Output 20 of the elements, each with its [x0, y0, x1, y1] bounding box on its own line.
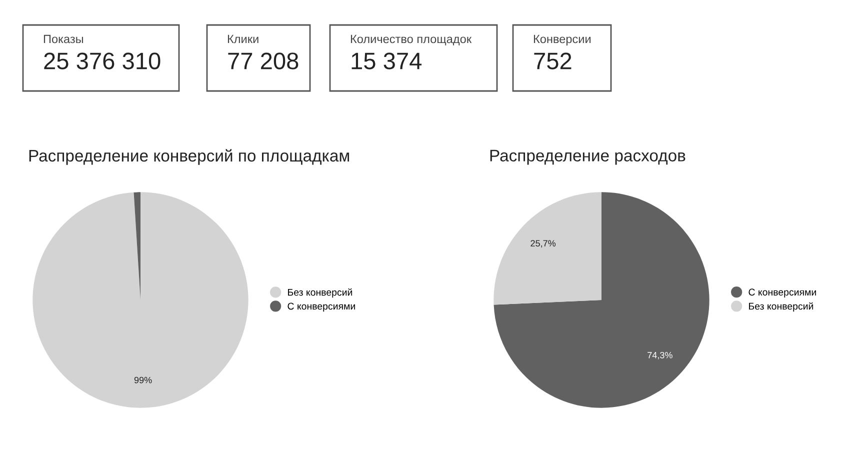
text: 15 374: [352, 52, 422, 70]
text: 77 208: [228, 52, 298, 70]
data-label: 99%: [134, 376, 152, 384]
text: Показы: [44, 34, 83, 44]
chart-title: Распределение расходов: [490, 150, 686, 165]
pie-slice: [494, 192, 602, 305]
chart-title: Распределение конверсий по площадкам: [29, 149, 350, 165]
legend-label: Без конверсий: [749, 302, 814, 312]
pie-slice: [494, 192, 710, 408]
text: Конверсии: [534, 34, 591, 46]
text: 25 376 310: [44, 52, 160, 70]
text: Клики: [228, 34, 258, 44]
legend-label: С конверсиями: [288, 302, 355, 312]
legend-label: Без конверсий: [288, 288, 352, 298]
pie-slice: [32, 192, 248, 408]
text: Количество площадок: [350, 34, 472, 46]
data-label: 25,7%: [530, 240, 556, 248]
legend-label: С конверсиями: [748, 288, 816, 298]
data-label: 74,3%: [648, 352, 672, 360]
text: 752: [534, 52, 572, 70]
